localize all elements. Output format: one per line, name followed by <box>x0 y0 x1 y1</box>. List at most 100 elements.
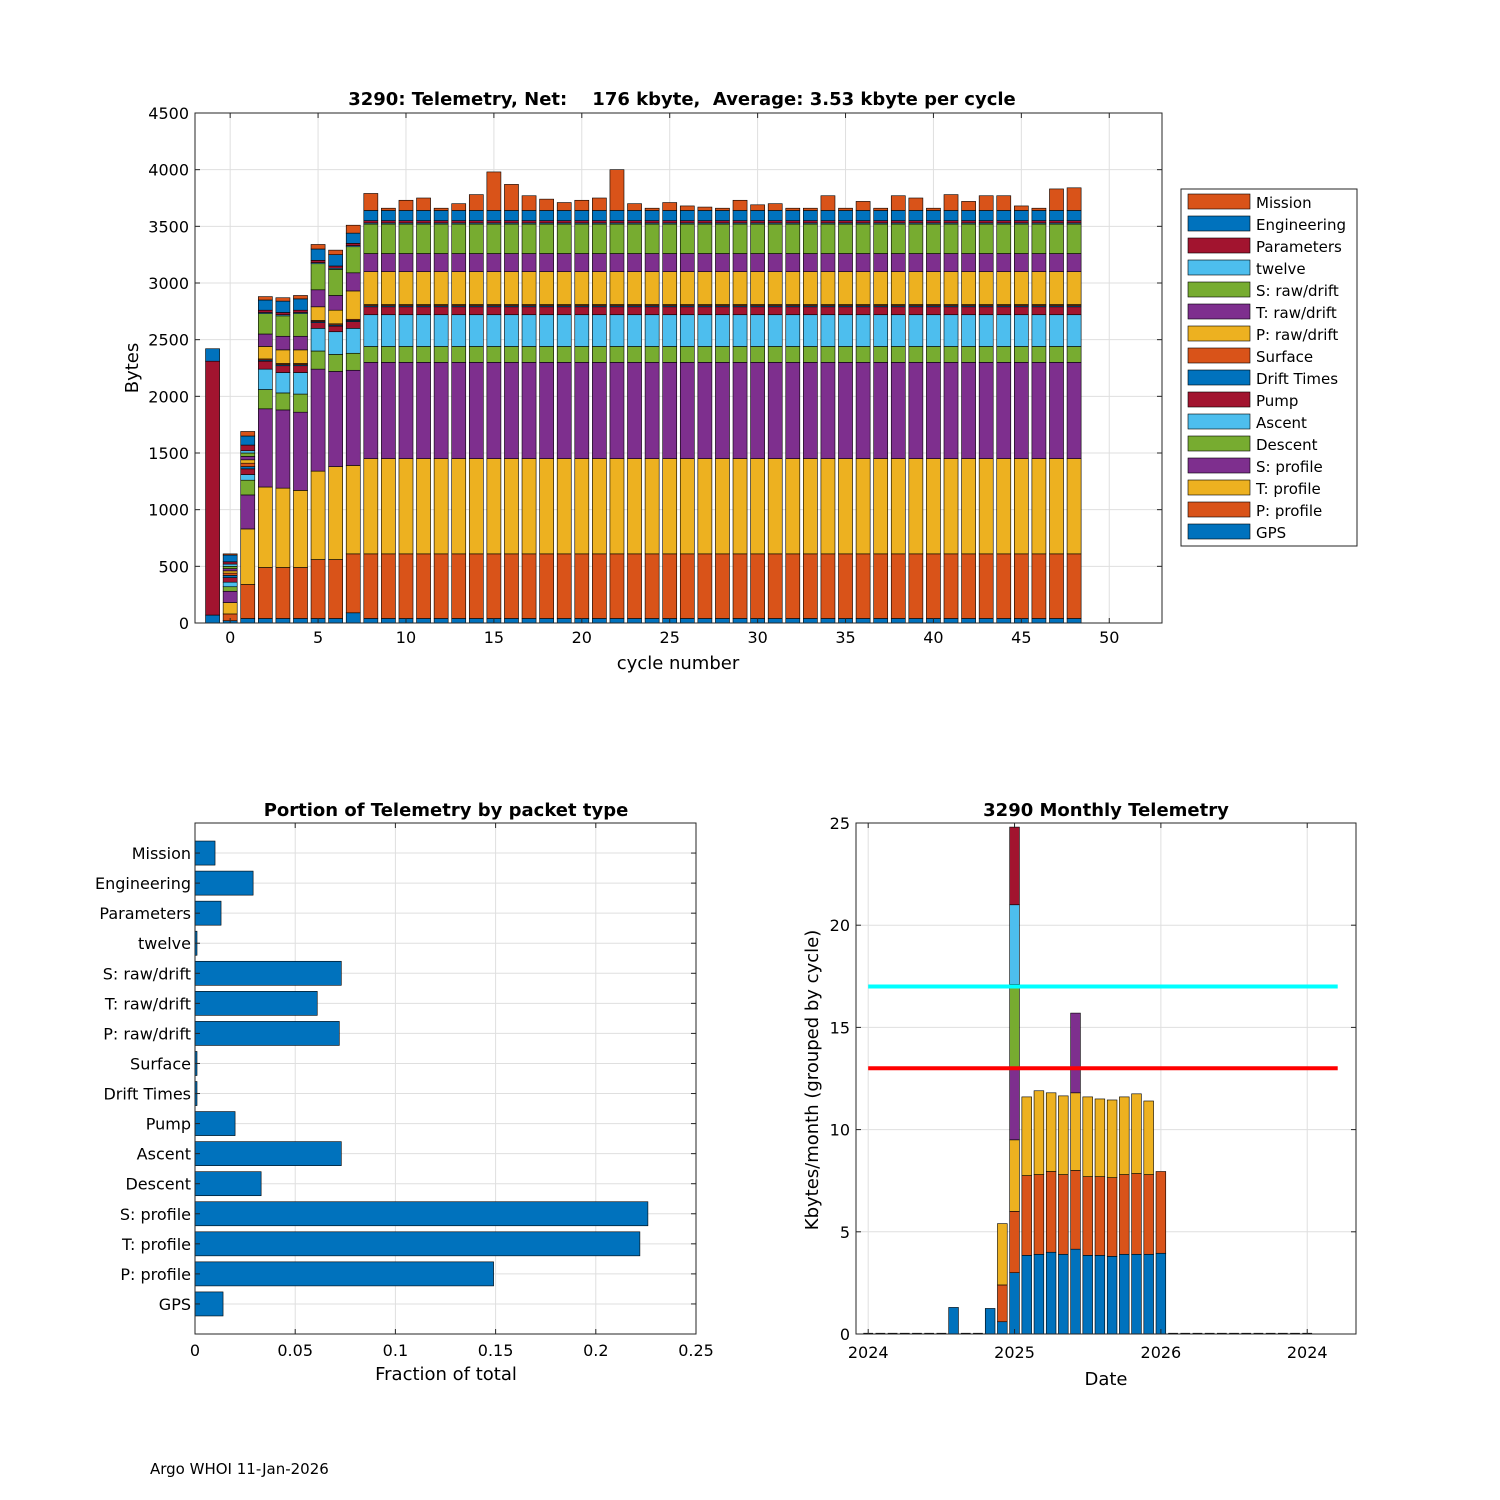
top-bar-segment <box>732 210 748 221</box>
top-bar-segment <box>592 553 607 619</box>
top-bar-segment <box>1049 223 1064 254</box>
top-bar-segment <box>328 295 343 311</box>
top-bar-segment <box>926 271 941 305</box>
br-bar-segment <box>1082 1096 1093 1177</box>
top-bar-segment <box>679 210 695 221</box>
top-bar-segment <box>381 207 396 211</box>
top-bar-segment <box>293 309 308 313</box>
top-bar-segment <box>328 325 343 333</box>
top-bar-segment <box>785 618 801 624</box>
top-bar-segment <box>662 553 678 619</box>
br-bar-segment <box>1033 1253 1045 1335</box>
top-bar-segment <box>926 210 941 221</box>
bl-bar <box>194 1261 494 1287</box>
top-bar-segment <box>310 289 326 308</box>
br-bar-segment <box>1045 1171 1057 1253</box>
top-bar-segment <box>715 220 730 224</box>
top-bar-segment <box>451 306 467 316</box>
br-bar-segment <box>1155 1252 1167 1335</box>
top-bar-segment <box>205 614 220 624</box>
top-bar-segment <box>627 220 642 224</box>
top-bar-segment <box>504 184 519 211</box>
top-bar-segment <box>1049 346 1064 363</box>
top-bar-segment <box>978 306 994 316</box>
top-bar-segment <box>539 253 554 272</box>
top-bar-segment <box>275 365 291 373</box>
top-bar-segment <box>433 271 449 305</box>
top-bar-segment <box>556 553 572 619</box>
top-bar-segment <box>1031 253 1047 272</box>
top-bar-segment <box>416 618 431 624</box>
top-bar-segment <box>451 203 467 211</box>
top-bar-segment <box>504 271 519 305</box>
top-bar-segment <box>609 306 625 316</box>
bl-y-tick-label: Drift Times <box>103 1085 191 1104</box>
top-bar-segment <box>908 210 924 221</box>
top-bar-segment <box>627 553 642 619</box>
top-bar-segment <box>838 210 853 221</box>
top-bar-segment <box>257 313 273 335</box>
top-bar-segment <box>961 346 976 363</box>
top-bar-segment <box>257 333 273 347</box>
top-bar-segment <box>433 220 449 224</box>
br-bar-segment <box>1094 1098 1106 1177</box>
top-bar-segment <box>257 346 273 360</box>
top-bar-segment <box>381 210 396 221</box>
top-bar-segment <box>943 210 959 221</box>
top-bar-segment <box>539 306 554 316</box>
bl-x-tick-label: 0.05 <box>277 1341 313 1360</box>
top-bar-segment <box>468 194 484 211</box>
top-bar-segment <box>539 553 554 619</box>
top-bar-segment <box>943 194 959 211</box>
legend-swatch <box>1187 325 1251 342</box>
br-bar-segment <box>1009 826 1020 906</box>
br-bar-segment <box>1119 1253 1130 1335</box>
top-bar-segment <box>908 197 924 211</box>
top-bar-segment <box>908 223 924 254</box>
top-bar-segment <box>838 346 853 363</box>
top-bar-segment <box>416 220 431 224</box>
top-bar-segment <box>398 346 414 363</box>
br-bar-segment <box>1021 1096 1032 1176</box>
top-bar-segment <box>908 346 924 363</box>
top-bar-segment <box>943 553 959 619</box>
top-bar-segment <box>908 618 924 624</box>
top-bar-segment <box>328 265 343 269</box>
top-bar-segment <box>996 553 1012 619</box>
top-bar-segment <box>433 346 449 363</box>
bl-bar <box>194 1141 342 1166</box>
top-bar-segment <box>679 205 695 211</box>
top-x-tick-label: 15 <box>484 628 504 647</box>
legend-swatch <box>1187 215 1251 232</box>
top-bar-segment <box>873 223 889 254</box>
top-bar-segment <box>240 452 256 457</box>
top-bar-segment <box>433 207 449 211</box>
top-bar-segment <box>574 458 590 555</box>
top-bar-segment <box>310 244 326 250</box>
top-bar-segment <box>609 223 625 254</box>
top-bar-segment <box>574 223 590 254</box>
top-bar-segment <box>222 575 238 578</box>
br-reference-lines <box>868 984 1338 1071</box>
bl-y-tick-label: T: profile <box>121 1235 191 1254</box>
bl-plot-area <box>195 823 696 1334</box>
top-bar-segment <box>451 314 467 347</box>
top-bar-segment <box>398 210 414 221</box>
top-x-tick-label: 35 <box>835 628 855 647</box>
top-bar-segment <box>873 618 889 624</box>
top-bar-segment <box>574 253 590 272</box>
top-y-tick-label: 500 <box>158 557 189 576</box>
bl-y-tick-label: Parameters <box>99 904 191 923</box>
top-bar-segment <box>310 559 326 619</box>
top-bar-segment <box>222 566 238 569</box>
top-bar-segment <box>240 494 256 530</box>
top-bar-segment <box>345 321 361 329</box>
bl-bar <box>194 1111 236 1136</box>
top-bar-segment <box>539 314 554 347</box>
top-bar-segment <box>996 195 1012 211</box>
top-bar-segment <box>1049 362 1064 459</box>
top-bar-segment <box>996 223 1012 254</box>
top-bar-segment <box>838 314 853 347</box>
top-bar-segment <box>1014 362 1029 459</box>
top-bar-segment <box>539 458 554 555</box>
